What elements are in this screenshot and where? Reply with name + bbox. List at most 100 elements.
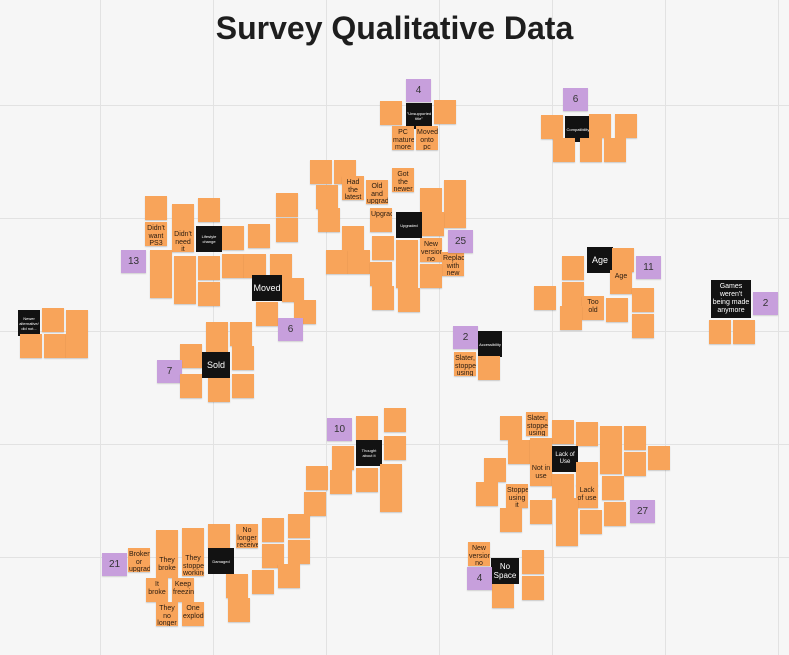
sticky-note[interactable] — [492, 584, 514, 608]
sticky-note[interactable] — [230, 322, 252, 346]
sticky-note[interactable] — [42, 308, 64, 332]
sticky-note[interactable] — [560, 306, 582, 330]
sticky-note[interactable] — [615, 114, 637, 138]
sticky-note[interactable] — [66, 334, 88, 358]
sticky-note[interactable]: Stopped using it — [506, 484, 528, 508]
sticky-note[interactable] — [600, 426, 622, 450]
sticky-note[interactable] — [316, 185, 338, 209]
sticky-note[interactable] — [356, 468, 378, 492]
sticky-note[interactable] — [606, 298, 628, 322]
sticky-note[interactable] — [356, 416, 378, 440]
sticky-note[interactable] — [508, 440, 530, 464]
sticky-note[interactable] — [372, 286, 394, 310]
sticky-note[interactable] — [604, 138, 626, 162]
sticky-note[interactable] — [624, 426, 646, 450]
sticky-note[interactable]: Had the latest consoles some out — [342, 176, 364, 200]
sticky-note[interactable] — [580, 138, 602, 162]
sticky-note[interactable] — [552, 420, 574, 444]
sticky-note[interactable]: Too old — [582, 296, 604, 320]
sticky-note[interactable] — [444, 180, 466, 204]
sticky-note[interactable] — [306, 466, 328, 490]
sticky-note[interactable]: Moved onto pc gaming — [416, 126, 438, 150]
sticky-note[interactable] — [256, 302, 278, 326]
sticky-note[interactable] — [434, 100, 456, 124]
sticky-note[interactable] — [150, 274, 172, 298]
sticky-note[interactable] — [262, 518, 284, 542]
sticky-note[interactable] — [420, 188, 442, 212]
sticky-note[interactable] — [556, 522, 578, 546]
sticky-note[interactable] — [222, 254, 244, 278]
sticky-note[interactable] — [172, 204, 194, 228]
sticky-note[interactable]: Upgraded — [370, 208, 392, 232]
sticky-note[interactable]: Keep freezing — [172, 578, 194, 602]
sticky-note[interactable]: Didn't want PS3 — [145, 222, 167, 246]
sticky-note[interactable] — [288, 540, 310, 564]
sticky-note[interactable] — [288, 514, 310, 538]
sticky-note[interactable] — [276, 218, 298, 242]
sticky-note[interactable] — [733, 320, 755, 344]
sticky-note[interactable] — [198, 198, 220, 222]
sticky-note[interactable] — [500, 508, 522, 532]
sticky-note[interactable] — [541, 115, 563, 139]
sticky-note[interactable] — [556, 498, 578, 522]
sticky-note[interactable] — [206, 322, 228, 346]
sticky-note[interactable] — [244, 254, 266, 278]
sticky-note[interactable]: No longer received — [236, 524, 258, 548]
sticky-note[interactable] — [330, 470, 352, 494]
sticky-note[interactable]: It broke — [146, 578, 168, 602]
sticky-note[interactable] — [484, 458, 506, 482]
sticky-note[interactable]: Broken or upgraded — [128, 548, 150, 572]
sticky-note[interactable] — [226, 574, 248, 598]
sticky-note[interactable]: One exploded — [182, 602, 204, 626]
sticky-note[interactable]: They no longer worked — [156, 602, 178, 626]
sticky-note[interactable]: Didn't need it — [172, 228, 194, 252]
sticky-note[interactable] — [396, 240, 418, 264]
sticky-note[interactable] — [174, 256, 196, 280]
sticky-note[interactable] — [632, 288, 654, 312]
sticky-note[interactable] — [398, 288, 420, 312]
sticky-note[interactable] — [270, 254, 292, 278]
sticky-note[interactable] — [422, 212, 444, 236]
sticky-note[interactable]: Replaced with new devices — [442, 252, 464, 276]
sticky-note[interactable] — [145, 196, 167, 220]
sticky-note[interactable] — [304, 492, 326, 516]
sticky-note[interactable] — [530, 500, 552, 524]
sticky-note[interactable] — [198, 256, 220, 280]
sticky-note[interactable] — [262, 544, 284, 568]
sticky-note[interactable] — [180, 374, 202, 398]
sticky-note[interactable]: PC mature more — [392, 126, 414, 150]
sticky-note[interactable] — [384, 408, 406, 432]
sticky-note[interactable] — [420, 264, 442, 288]
sticky-note[interactable] — [348, 250, 370, 274]
sticky-note[interactable] — [476, 482, 498, 506]
sticky-note[interactable] — [276, 193, 298, 217]
sticky-note[interactable]: Got the newer consoles broken or upgrade… — [392, 168, 414, 192]
sticky-note[interactable] — [612, 248, 634, 272]
sticky-note[interactable]: They stopped working — [182, 552, 204, 576]
sticky-note[interactable] — [380, 488, 402, 512]
sticky-note[interactable] — [380, 101, 402, 125]
sticky-note[interactable] — [208, 378, 230, 402]
sticky-note[interactable] — [553, 138, 575, 162]
sticky-note[interactable] — [632, 314, 654, 338]
sticky-note[interactable] — [500, 416, 522, 440]
sticky-note[interactable] — [232, 374, 254, 398]
sticky-note[interactable] — [150, 250, 172, 274]
sticky-note[interactable] — [522, 576, 544, 600]
sticky-note[interactable]: Age — [610, 270, 632, 294]
sticky-note[interactable] — [576, 462, 598, 486]
sticky-note[interactable] — [602, 476, 624, 500]
sticky-note[interactable] — [562, 282, 584, 306]
sticky-note[interactable]: Old and upgrade with new — [366, 180, 388, 204]
sticky-note[interactable] — [180, 344, 202, 368]
sticky-note[interactable] — [589, 114, 611, 138]
sticky-note[interactable] — [208, 524, 230, 548]
sticky-note[interactable] — [342, 226, 364, 250]
sticky-note[interactable]: Slater, stopped using — [454, 352, 476, 376]
sticky-note[interactable] — [370, 262, 392, 286]
sticky-note[interactable] — [332, 446, 354, 470]
sticky-note[interactable] — [222, 226, 244, 250]
sticky-note[interactable] — [396, 264, 418, 288]
sticky-note[interactable] — [182, 528, 204, 552]
